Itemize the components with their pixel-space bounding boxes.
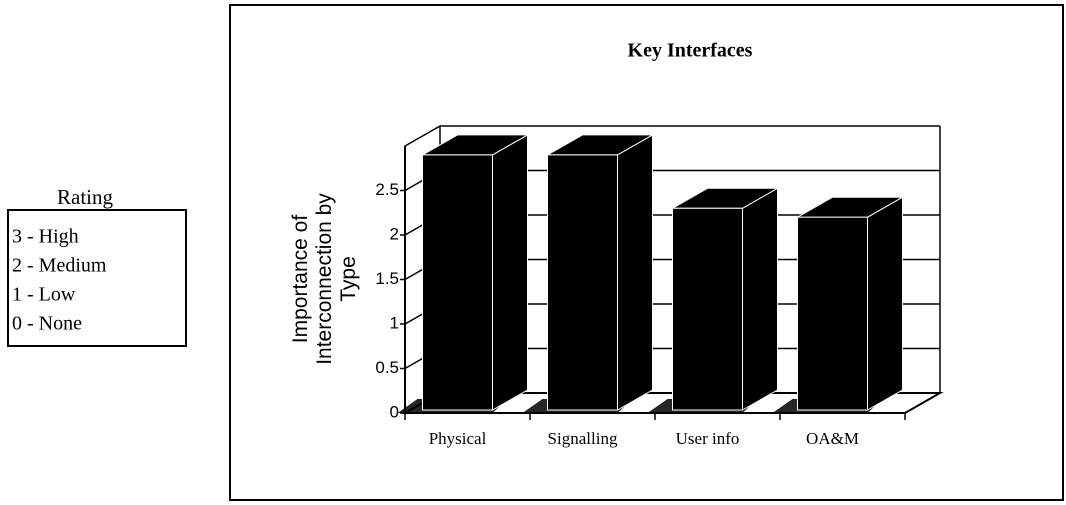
y-axis-label-line: Importance of <box>289 215 312 344</box>
bar-side <box>492 134 528 411</box>
y-tick-label: 1.5 <box>375 269 399 288</box>
x-tick-label: OA&M <box>806 429 859 448</box>
x-tick-label: Physical <box>429 429 487 448</box>
bar <box>647 187 780 413</box>
bar <box>522 134 655 413</box>
rating-title: Rating <box>57 185 113 209</box>
bar-front <box>672 207 743 411</box>
x-tick-label: Signalling <box>548 429 618 448</box>
rating-item: 3 - High <box>12 226 79 248</box>
y-axis-label-line: Type <box>337 256 360 302</box>
y-tick-label: 2 <box>390 224 399 243</box>
rating-item: 1 - Low <box>12 284 76 306</box>
y-axis-label: Importance ofInterconnection byType <box>289 193 360 365</box>
y-tick-label: 1 <box>390 313 399 332</box>
rating-item: 2 - Medium <box>12 255 107 277</box>
bar-front <box>422 154 493 411</box>
chart-frame <box>229 4 1064 501</box>
x-tick-label: User info <box>676 429 740 448</box>
bar-side <box>867 196 903 411</box>
bar-side <box>617 134 653 411</box>
rating-box <box>7 209 187 347</box>
bar-side <box>742 187 778 411</box>
bar <box>772 196 905 413</box>
bar-front <box>547 154 618 411</box>
rating-item: 0 - None <box>12 313 82 335</box>
y-tick-label: 2.5 <box>375 180 399 199</box>
y-tick-label: 0 <box>390 402 399 421</box>
bar <box>397 134 530 413</box>
y-tick-label: 0.5 <box>375 358 399 377</box>
chart-title: Key Interfaces <box>628 40 753 62</box>
y-axis-label-line: Interconnection by <box>313 193 336 365</box>
bar-front <box>797 216 868 411</box>
